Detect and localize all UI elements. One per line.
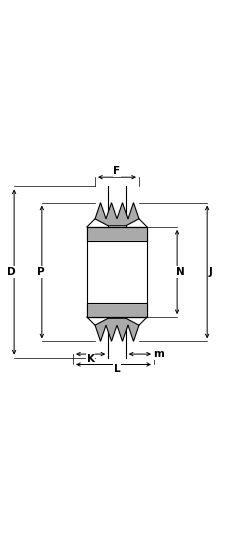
Text: J: J — [209, 267, 212, 277]
Text: L: L — [114, 364, 120, 374]
Bar — [87, 241, 147, 303]
Bar — [87, 303, 147, 317]
Polygon shape — [95, 318, 139, 342]
Text: D: D — [7, 267, 16, 277]
Text: m: m — [153, 349, 164, 359]
Text: P: P — [37, 267, 44, 277]
Text: F: F — [113, 166, 121, 176]
Bar — [87, 227, 147, 241]
Bar — [87, 241, 147, 303]
Text: K: K — [87, 354, 95, 364]
Polygon shape — [95, 202, 139, 226]
Text: N: N — [176, 267, 185, 277]
